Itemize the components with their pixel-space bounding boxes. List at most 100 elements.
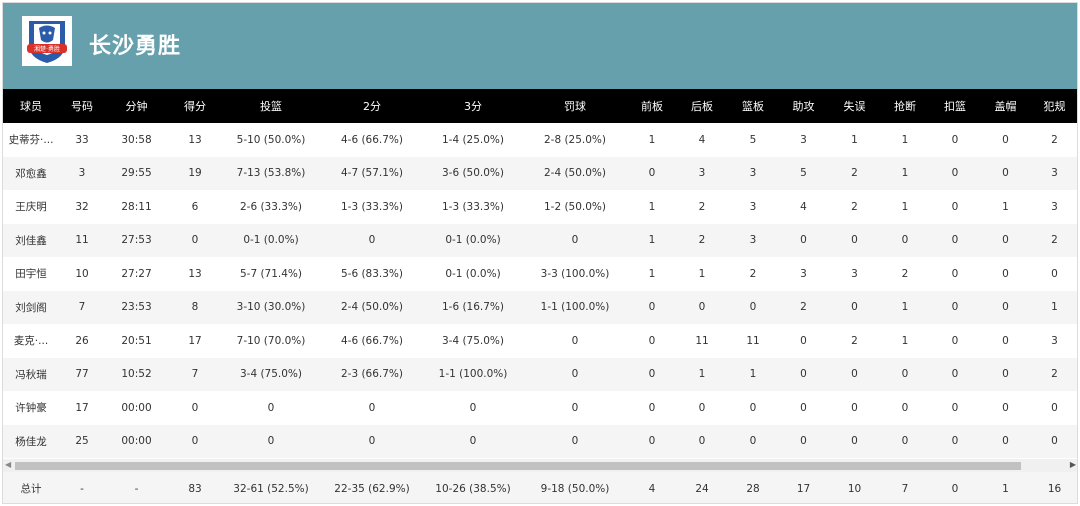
col-header[interactable]: 后板 bbox=[676, 89, 728, 123]
stat-cell: 0 bbox=[951, 334, 959, 347]
table-row[interactable]: 刘佳鑫 11 27:53 0 0-1 (0.0%) 0 0-1 (0.0%) 0 1 2 3 0 0 0 0… bbox=[3, 223, 1077, 257]
col-header[interactable]: 前板 bbox=[628, 89, 676, 123]
col-header[interactable]: 3分 bbox=[424, 89, 522, 123]
stat-cell: 2 bbox=[1031, 223, 1077, 257]
stat-cell: 0 bbox=[778, 223, 829, 257]
stat-cell: 2 bbox=[851, 334, 858, 347]
stat-cell: 1-4 (25.0%) bbox=[441, 133, 505, 146]
stat-cell: 4-7 (57.1%) bbox=[320, 156, 424, 190]
table-row[interactable]: 麦克·... 26 20:51 17 7-10 (70.0%) 4-6 (66.7%) 3-… bbox=[3, 324, 1077, 358]
totals-cell: 4 bbox=[648, 482, 656, 495]
stat-cell: 3 bbox=[1051, 334, 1058, 347]
col-header[interactable]: 2分 bbox=[320, 89, 424, 123]
player-name-cell[interactable]: 麦克·... bbox=[13, 335, 49, 348]
table-row[interactable]: 冯秋瑞 77 10:52 7 3-4 (75.0%) 2-3 (66.7%) 1-1 (10… bbox=[3, 357, 1077, 391]
table-row[interactable]: 杨佳龙 25 00:00 0 0 0 0 0 0 0 0 0 0 0 0 0 0 bbox=[3, 424, 1077, 458]
totals-cell: 16 bbox=[1047, 482, 1062, 495]
stat-cell: 0 bbox=[930, 290, 980, 324]
stat-cell: 0 bbox=[368, 401, 376, 414]
col-header[interactable]: 得分 bbox=[168, 89, 222, 123]
stat-cell: 28:11 bbox=[121, 200, 152, 213]
stat-cell: 0 bbox=[320, 223, 424, 257]
player-name-cell[interactable]: 冯秋瑞 bbox=[3, 357, 59, 391]
stat-cell: 3 bbox=[800, 133, 807, 146]
stat-cell: 0 bbox=[930, 223, 980, 257]
player-name-cell[interactable]: 刘剑阁 bbox=[3, 290, 59, 324]
col-header[interactable]: 分钟 bbox=[105, 89, 168, 123]
stat-cell: 4-6 (66.7%) bbox=[340, 334, 404, 347]
stat-cell: 1 bbox=[851, 133, 858, 146]
col-header[interactable]: 助攻 bbox=[778, 89, 829, 123]
stat-cell: 0 bbox=[800, 401, 807, 414]
stat-cell: 1 bbox=[676, 357, 728, 391]
stat-cell: 1 bbox=[648, 133, 656, 146]
col-header[interactable]: 失误 bbox=[829, 89, 880, 123]
player-name-cell[interactable]: 王庆明 bbox=[15, 201, 47, 214]
stat-cell: 0 bbox=[469, 401, 477, 414]
stat-cell: 0 bbox=[222, 424, 320, 458]
totals-table: 总计 - - 83 32-61 (52.5%) 22-35 (62.9%) 10… bbox=[3, 472, 1077, 503]
table-row[interactable]: 王庆明 32 28:11 6 2-6 (33.3%) 1-3 (33.3%) 1-3 (33… bbox=[3, 190, 1077, 224]
stat-cell: 0 bbox=[648, 334, 656, 347]
stat-cell: 0 bbox=[980, 357, 1031, 391]
stat-cell: 0 bbox=[320, 424, 424, 458]
stat-cell: 7-10 (70.0%) bbox=[236, 334, 306, 347]
player-name-cell[interactable]: 许钟豪 bbox=[15, 402, 47, 415]
player-name-cell[interactable]: 刘佳鑫 bbox=[3, 223, 59, 257]
col-header[interactable]: 扣篮 bbox=[930, 89, 980, 123]
stat-cell: 0 bbox=[951, 200, 959, 213]
stat-cell: 17 bbox=[188, 334, 202, 347]
scrollbar-thumb[interactable] bbox=[15, 462, 1021, 470]
stat-cell: 00:00 bbox=[121, 401, 152, 414]
totals-cell: 83 bbox=[188, 482, 202, 495]
stat-cell: 13 bbox=[188, 267, 202, 280]
col-header[interactable]: 犯规 bbox=[1031, 89, 1077, 123]
totals-cell: 10-26 (38.5%) bbox=[435, 482, 511, 495]
table-row[interactable]: 邓愈鑫 3 29:55 19 7-13 (53.8%) 4-7 (57.1%) 3-6 (5… bbox=[3, 156, 1077, 190]
table-row[interactable]: 田宇恒 10 27:27 13 5-7 (71.4%) 5-6 (83.3%) 0-1 (0… bbox=[3, 257, 1077, 291]
stat-cell: 3-4 (75.0%) bbox=[222, 357, 320, 391]
stat-cell: 1 bbox=[728, 357, 778, 391]
stat-cell: 4 bbox=[800, 200, 807, 213]
stat-cell: 0 bbox=[628, 290, 676, 324]
scroll-right-icon[interactable]: ▶ bbox=[1069, 460, 1076, 469]
stat-cell: 0 bbox=[424, 424, 522, 458]
scroll-left-icon[interactable]: ◀ bbox=[5, 460, 12, 469]
col-header[interactable]: 罚球 bbox=[522, 89, 628, 123]
stat-cell: 4 bbox=[698, 133, 706, 146]
table-row[interactable]: 许钟豪 17 00:00 0 0 0 0 0 0 0 0 0 0 0 0 0 0 bbox=[3, 391, 1077, 425]
table-row[interactable]: 史蒂芬·... 33 30:58 13 5-10 (50.0%) 4-6 (66.7%) 1… bbox=[3, 123, 1077, 157]
totals-row: 总计 - - 83 32-61 (52.5%) 22-35 (62.9%) 10… bbox=[3, 472, 1077, 503]
player-name-cell[interactable]: 田宇恒 bbox=[15, 268, 47, 281]
stat-cell: 8 bbox=[168, 290, 222, 324]
stat-cell: 0 bbox=[930, 424, 980, 458]
stat-cell: 19 bbox=[168, 156, 222, 190]
stat-cell: 1 bbox=[648, 267, 656, 280]
col-header[interactable]: 抢断 bbox=[880, 89, 930, 123]
col-header[interactable]: 球员 bbox=[3, 89, 59, 123]
header-row: 球员 号码 分钟 得分 投篮 2分 3分 罚球 前板 后板 篮板 助攻 失误 抢… bbox=[3, 89, 1077, 123]
player-name-cell[interactable]: 杨佳龙 bbox=[3, 424, 59, 458]
stat-cell: 5-6 (83.3%) bbox=[340, 267, 404, 280]
stat-cell: 33 bbox=[75, 133, 89, 146]
player-name-cell[interactable]: 邓愈鑫 bbox=[3, 156, 59, 190]
team-header: 湘楚·勇胜 长沙勇胜 bbox=[3, 3, 1077, 89]
stat-cell: 2 bbox=[676, 223, 728, 257]
stat-cell: 0 bbox=[571, 334, 579, 347]
col-header[interactable]: 盖帽 bbox=[980, 89, 1031, 123]
horizontal-scrollbar[interactable]: ◀ ▶ bbox=[3, 459, 1077, 472]
table-row[interactable]: 刘剑阁 7 23:53 8 3-10 (30.0%) 2-4 (50.0%) 1-6 (16… bbox=[3, 290, 1077, 324]
stat-cell: 5 bbox=[778, 156, 829, 190]
stat-cell: 3 bbox=[728, 223, 778, 257]
col-header[interactable]: 号码 bbox=[59, 89, 105, 123]
player-name-cell[interactable]: 史蒂芬·... bbox=[8, 134, 54, 147]
stat-cell: 2 bbox=[698, 200, 706, 213]
stat-cell: 26 bbox=[75, 334, 89, 347]
stat-cell: 0 bbox=[571, 401, 579, 414]
col-header[interactable]: 投篮 bbox=[222, 89, 320, 123]
stat-cell: 0 bbox=[168, 223, 222, 257]
col-header[interactable]: 篮板 bbox=[728, 89, 778, 123]
stat-cell: 0 bbox=[980, 290, 1031, 324]
stat-cell: 0 bbox=[191, 401, 199, 414]
